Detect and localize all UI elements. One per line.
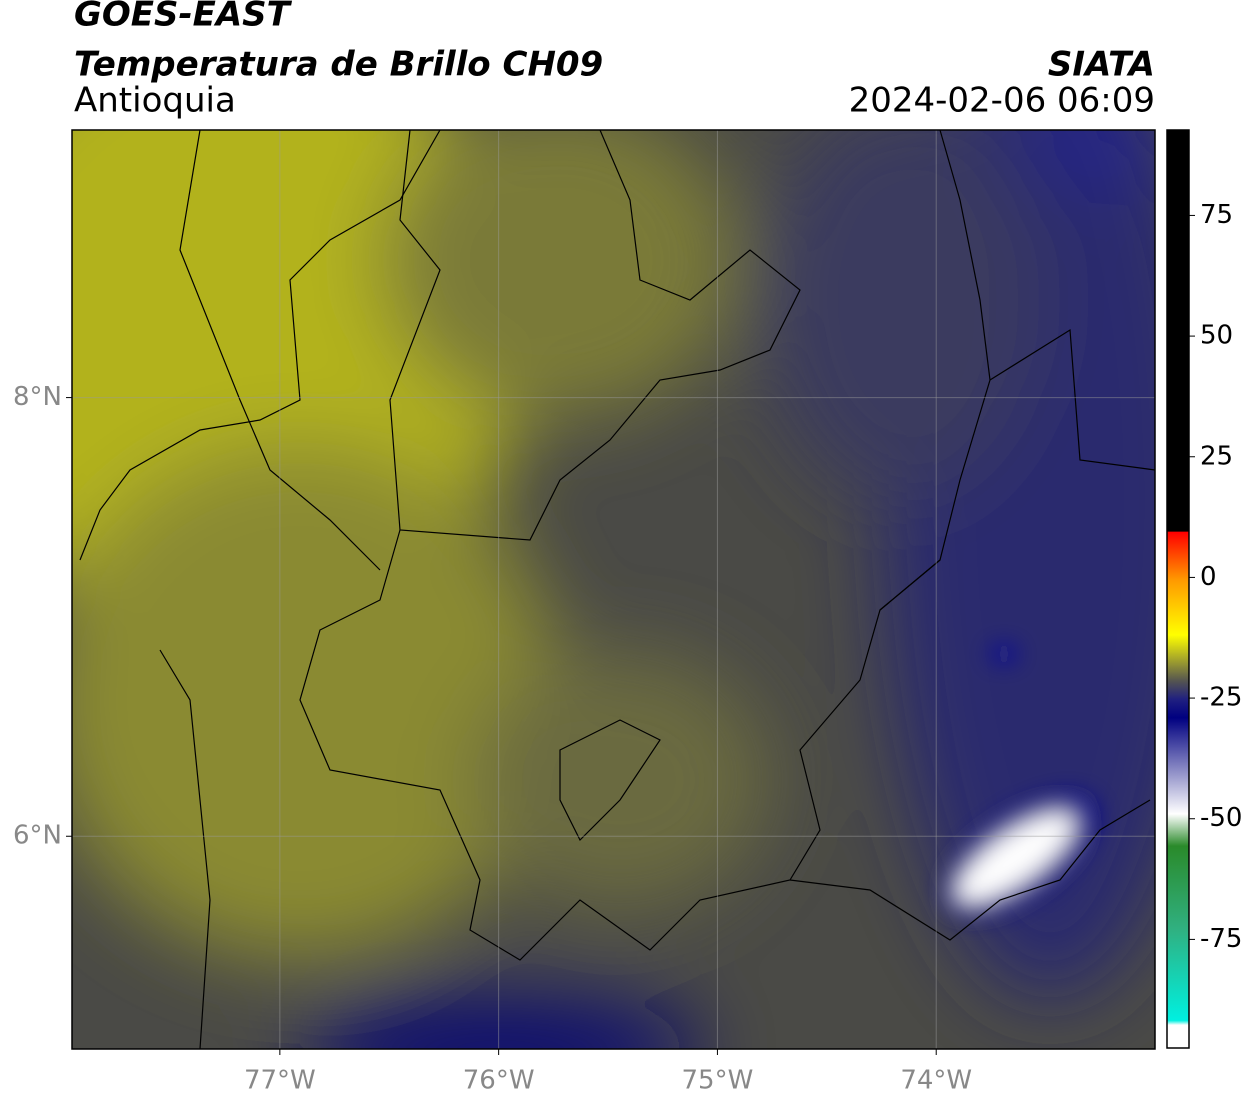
x-tick-label: 74°W <box>900 1066 972 1096</box>
y-tick-label: 8°N <box>13 382 62 412</box>
x-tick-label: 75°W <box>682 1066 754 1096</box>
colorbar <box>1166 129 1190 1049</box>
source: SIATA <box>1048 45 1155 85</box>
colorbar-tick-label: 50 <box>1200 321 1233 351</box>
colorbar-tick-label: 0 <box>1200 562 1217 592</box>
graticule <box>72 130 1155 1049</box>
region: Antioquia <box>74 81 236 121</box>
colorbar-tick-label: 25 <box>1200 441 1233 471</box>
colorbar-tick-label: 75 <box>1200 200 1233 230</box>
y-tick-label: 6°N <box>13 821 62 851</box>
title: GOES-EAST <box>74 0 293 35</box>
subtitle: Temperatura de Brillo CH09 <box>74 45 603 85</box>
colorbar-tick-label: -50 <box>1200 803 1242 833</box>
x-tick-label: 77°W <box>244 1066 316 1096</box>
map-frame <box>71 129 1156 1050</box>
x-tick-label: 76°W <box>463 1066 535 1096</box>
datetime: 2024-02-06 06:09 <box>849 81 1155 121</box>
colorbar-tick-label: -25 <box>1200 683 1242 713</box>
colorbar-tick-label: -75 <box>1200 924 1242 954</box>
map-image <box>72 130 1155 1049</box>
